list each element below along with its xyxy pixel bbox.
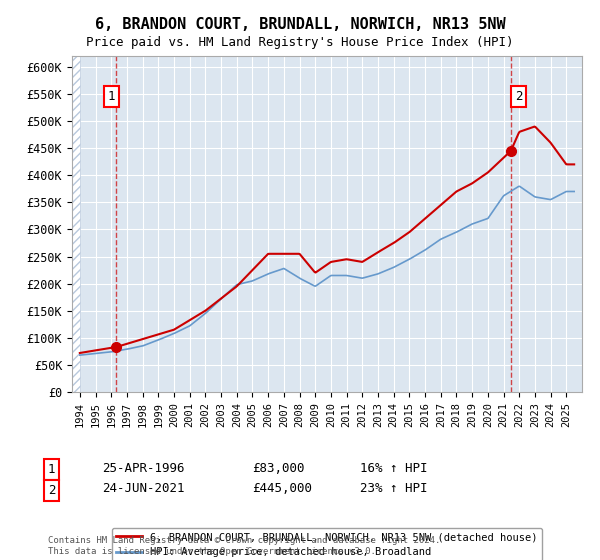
Legend: 6, BRANDON COURT, BRUNDALL, NORWICH, NR13 5NW (detached house), HPI: Average pri: 6, BRANDON COURT, BRUNDALL, NORWICH, NR1… <box>112 528 542 560</box>
Polygon shape <box>72 56 80 392</box>
Text: 1: 1 <box>108 90 115 103</box>
Text: 2: 2 <box>48 484 56 497</box>
Text: 24-JUN-2021: 24-JUN-2021 <box>102 482 185 495</box>
Text: 1: 1 <box>48 463 56 476</box>
Text: £445,000: £445,000 <box>252 482 312 495</box>
Text: Price paid vs. HM Land Registry's House Price Index (HPI): Price paid vs. HM Land Registry's House … <box>86 36 514 49</box>
Text: 25-APR-1996: 25-APR-1996 <box>102 461 185 474</box>
Text: Contains HM Land Registry data © Crown copyright and database right 2024.
This d: Contains HM Land Registry data © Crown c… <box>48 536 440 556</box>
Text: 16% ↑ HPI: 16% ↑ HPI <box>360 461 427 474</box>
Text: 2: 2 <box>515 90 523 103</box>
Text: £83,000: £83,000 <box>252 461 305 474</box>
Text: 6, BRANDON COURT, BRUNDALL, NORWICH, NR13 5NW: 6, BRANDON COURT, BRUNDALL, NORWICH, NR1… <box>95 17 505 32</box>
Text: 23% ↑ HPI: 23% ↑ HPI <box>360 482 427 495</box>
